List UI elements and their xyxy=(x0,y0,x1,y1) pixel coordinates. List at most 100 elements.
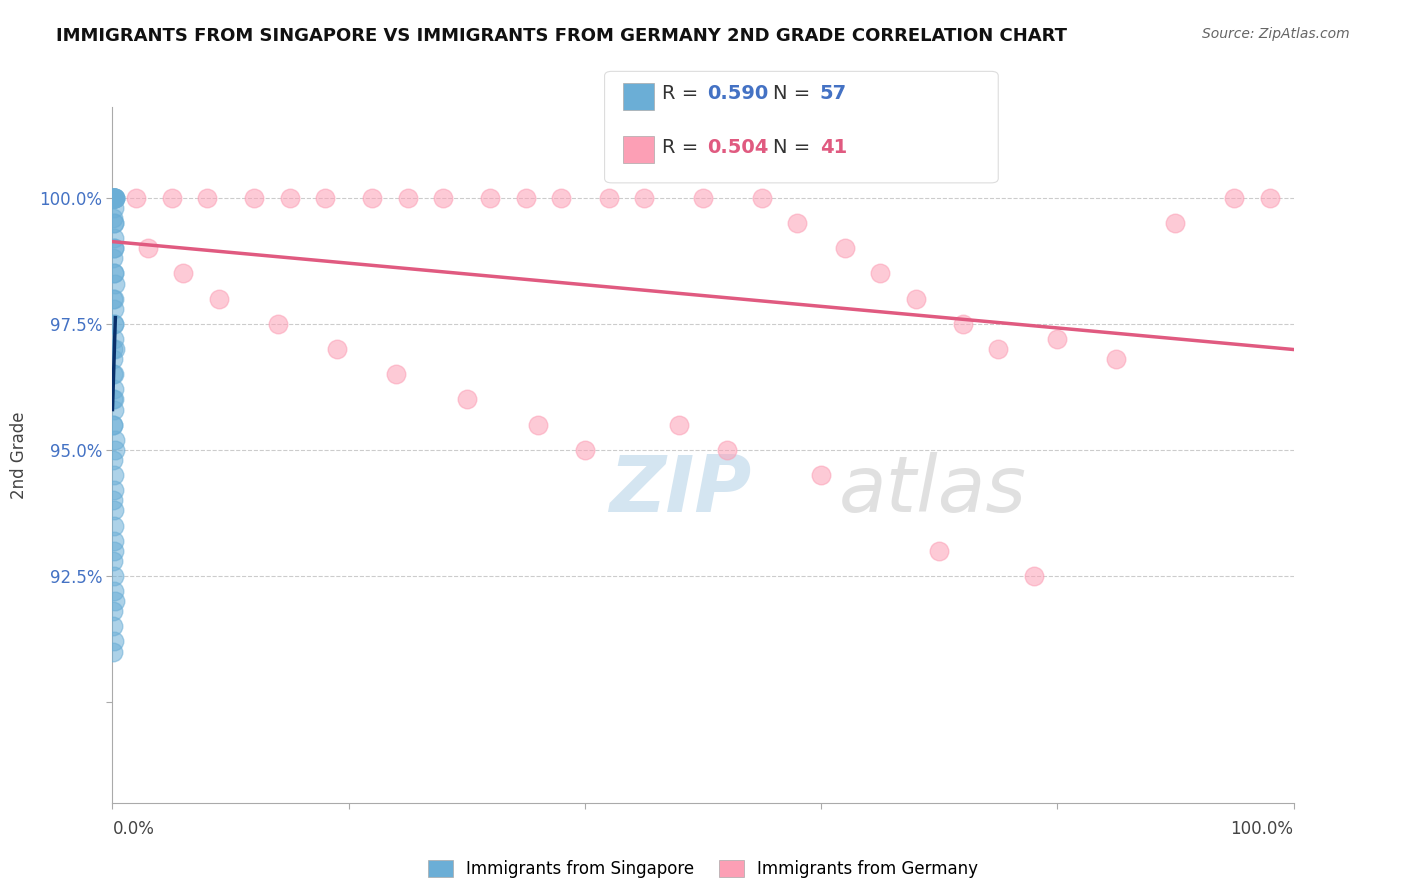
Point xyxy=(1223,191,1246,205)
Point xyxy=(456,392,478,407)
Point xyxy=(136,241,159,255)
Point xyxy=(716,442,738,457)
Point xyxy=(103,569,125,583)
Point xyxy=(1022,569,1045,583)
Point xyxy=(103,383,125,397)
Point xyxy=(103,368,125,382)
Point xyxy=(103,191,125,205)
Point xyxy=(103,241,125,255)
Point xyxy=(103,216,125,230)
Point xyxy=(103,392,125,407)
Point xyxy=(103,604,125,618)
Point xyxy=(1046,332,1069,346)
Text: N =: N = xyxy=(773,137,817,157)
Point xyxy=(195,191,218,205)
Text: Source: ZipAtlas.com: Source: ZipAtlas.com xyxy=(1202,27,1350,41)
Point xyxy=(160,191,183,205)
Point xyxy=(104,191,127,205)
Point xyxy=(208,292,231,306)
Point xyxy=(103,301,125,316)
Point xyxy=(103,267,125,281)
Point xyxy=(361,191,384,205)
Text: R =: R = xyxy=(662,137,704,157)
Point xyxy=(103,211,125,225)
Point xyxy=(103,267,125,281)
Point xyxy=(103,191,125,205)
Point xyxy=(267,317,290,331)
Point xyxy=(125,191,148,205)
Text: N =: N = xyxy=(773,84,817,103)
Point xyxy=(987,342,1010,356)
Point xyxy=(869,267,891,281)
Point xyxy=(103,191,125,205)
Point xyxy=(103,241,125,255)
Point xyxy=(101,417,124,432)
Point xyxy=(904,292,927,306)
Point xyxy=(751,191,773,205)
Point xyxy=(103,644,125,658)
Point xyxy=(103,503,125,517)
Point xyxy=(101,554,124,568)
Point xyxy=(432,191,454,205)
Point xyxy=(103,252,125,266)
Point xyxy=(103,619,125,633)
Text: 0.0%: 0.0% xyxy=(112,820,155,838)
Point xyxy=(103,317,125,331)
Point xyxy=(103,332,125,346)
Text: 0.504: 0.504 xyxy=(707,137,769,157)
Point xyxy=(928,543,950,558)
Point xyxy=(103,191,125,205)
Point xyxy=(550,191,572,205)
Point xyxy=(598,191,620,205)
Point xyxy=(103,468,125,483)
Point xyxy=(104,191,127,205)
Point xyxy=(515,191,537,205)
Point xyxy=(103,493,125,508)
Point xyxy=(104,594,127,608)
Point xyxy=(103,584,125,599)
Point xyxy=(103,231,125,245)
Text: atlas: atlas xyxy=(839,451,1026,528)
Text: 41: 41 xyxy=(820,137,846,157)
Point xyxy=(633,191,655,205)
Point xyxy=(103,453,125,467)
Point xyxy=(314,191,336,205)
Legend: Immigrants from Singapore, Immigrants from Germany: Immigrants from Singapore, Immigrants fr… xyxy=(420,854,986,885)
Point xyxy=(1164,216,1187,230)
Point xyxy=(103,392,125,407)
Point xyxy=(1105,352,1128,367)
Point xyxy=(810,468,832,483)
Point xyxy=(103,201,125,215)
Point xyxy=(278,191,301,205)
Text: ZIP: ZIP xyxy=(609,451,751,528)
Point xyxy=(834,241,856,255)
Point xyxy=(692,191,714,205)
Point xyxy=(103,518,125,533)
Point xyxy=(103,317,125,331)
Point xyxy=(101,342,124,356)
Point xyxy=(104,442,127,457)
Point xyxy=(104,433,127,447)
Point xyxy=(103,352,125,367)
Text: IMMIGRANTS FROM SINGAPORE VS IMMIGRANTS FROM GERMANY 2ND GRADE CORRELATION CHART: IMMIGRANTS FROM SINGAPORE VS IMMIGRANTS … xyxy=(56,27,1067,45)
Point xyxy=(103,417,125,432)
Point xyxy=(103,216,125,230)
Point xyxy=(103,191,125,205)
Point xyxy=(574,442,596,457)
Point xyxy=(243,191,266,205)
Y-axis label: 2nd Grade: 2nd Grade xyxy=(10,411,28,499)
Point xyxy=(103,191,125,205)
Point xyxy=(104,277,127,291)
Point xyxy=(668,417,690,432)
Point xyxy=(103,533,125,548)
Point xyxy=(326,342,349,356)
Point xyxy=(103,368,125,382)
Text: 100.0%: 100.0% xyxy=(1230,820,1294,838)
Point xyxy=(103,292,125,306)
Point xyxy=(103,634,125,648)
Point xyxy=(103,543,125,558)
Point xyxy=(526,417,548,432)
Point xyxy=(101,191,124,205)
Point xyxy=(103,483,125,498)
Point xyxy=(172,267,194,281)
